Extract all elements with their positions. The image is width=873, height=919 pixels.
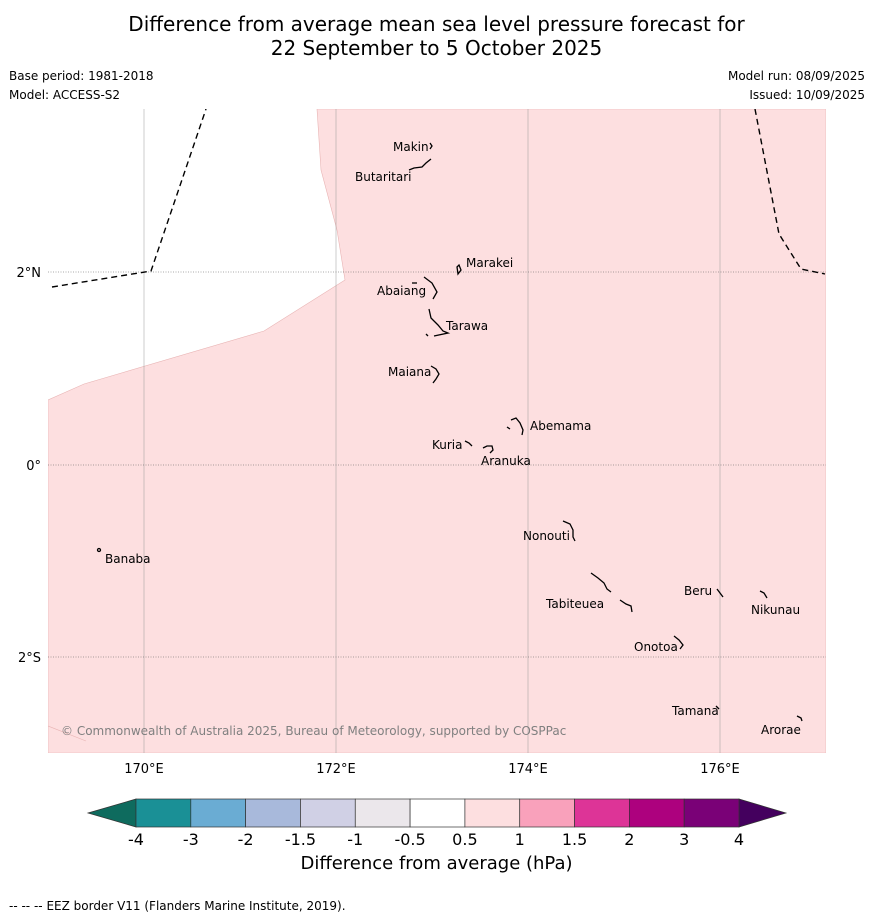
colorbar-tick-label: 1.5 (562, 830, 587, 849)
label-nikunau: Nikunau (751, 603, 800, 617)
colorbar-tick-label: 3 (679, 830, 689, 849)
colorbar-segment (409, 798, 466, 828)
colorbar-segment (519, 798, 575, 828)
colorbar-tick-label: -1 (347, 830, 363, 849)
colorbar-segment (135, 798, 192, 828)
lat-label-equator: 0° (26, 459, 41, 474)
marakei-shape (456, 263, 462, 276)
lon-label-176: 176°E (700, 762, 740, 777)
tabiteuea-shape (590, 572, 612, 593)
eez-legend-text: EEZ border V11 (Flanders Marine Institut… (46, 899, 346, 913)
lon-label-172: 172°E (316, 762, 356, 777)
model-name: Model: ACCESS-S2 (9, 88, 121, 102)
kuria-shape (464, 440, 473, 447)
colorbar-segment (464, 798, 521, 828)
beru-shape (716, 588, 724, 598)
label-tamana: Tamana (671, 704, 719, 718)
tarawa-shape (428, 308, 451, 337)
onotoa-shape (673, 635, 684, 650)
meta-right: Model run: 08/09/2025 Issued: 10/09/2025 (728, 68, 865, 106)
label-aranuka: Aranuka (481, 454, 531, 468)
banaba-shape (96, 547, 102, 553)
tamana-shape (715, 705, 720, 710)
tarawa-islet (425, 333, 429, 337)
colorbar-tick-label: 4 (734, 830, 744, 849)
label-tabiteuea: Tabiteuea (545, 597, 604, 611)
axis-labels: 170°E 172°E 174°E 176°E 2°N 0° 2°S (17, 266, 740, 777)
title-line-1: Difference from average mean sea level p… (128, 12, 745, 36)
abemama-islet (506, 426, 511, 430)
label-arorae: Arorae (761, 723, 801, 737)
colorbar-segment (574, 798, 630, 828)
label-tarawa: Tarawa (445, 319, 488, 333)
colorbar-segments (135, 798, 740, 828)
colorbar-tick-label: -2 (238, 830, 254, 849)
lat-label-2n: 2°N (17, 266, 42, 281)
colorbar-segment (683, 798, 740, 828)
colorbar-segment (300, 798, 356, 828)
eez-legend: -- -- -- EEZ border V11 (Flanders Marine… (9, 899, 346, 913)
model-run: Model run: 08/09/2025 (727, 69, 865, 83)
eez-border-west (51, 109, 207, 288)
label-maiana: Maiana (388, 365, 431, 379)
label-butaritari: Butaritari (355, 170, 412, 184)
copyright-notice: © Commonwealth of Australia 2025, Bureau… (61, 724, 567, 738)
colorbar-under-arrow (86, 798, 137, 828)
label-kuria: Kuria (432, 438, 463, 452)
meta-left: Base period: 1981-2018 Model: ACCESS-S2 (9, 68, 154, 106)
colorbar-tick-label: 2 (624, 830, 634, 849)
colorbar-segment (629, 798, 685, 828)
colorbar-over-arrow (738, 798, 788, 828)
aranuka-shape (482, 445, 494, 454)
eez-borders (51, 109, 826, 288)
makin-shape (429, 142, 433, 150)
colorbar-tick-label: 1 (515, 830, 525, 849)
tabiteuea-south (619, 599, 633, 613)
lon-label-170: 170°E (124, 762, 164, 777)
island-shapes (96, 142, 803, 722)
colorbar-tick-labels: -4 -3 -2 -1.5 -1 -0.5 0.5 1 1.5 2 3 4 (128, 830, 744, 849)
colorbar-segment (245, 798, 301, 828)
maiana-shape (430, 365, 440, 384)
abemama-shape (510, 417, 524, 436)
abaiang-shape (423, 276, 438, 300)
nikunau-shape (759, 590, 768, 599)
eez-border-east (754, 109, 826, 275)
colorbar: -4 -3 -2 -1.5 -1 -0.5 0.5 1 1.5 2 3 4 (86, 798, 788, 849)
colorbar-tick-label: 0.5 (452, 830, 477, 849)
lat-label-2s: 2°S (18, 651, 41, 666)
island-labels: Makin Butaritari Marakei Abaiang Tarawa … (105, 140, 801, 737)
colorbar-label: Difference from average (hPa) (300, 853, 573, 874)
colorbar-tick-label: -4 (128, 830, 144, 849)
label-abemama: Abemama (530, 419, 591, 433)
label-onotoa: Onotoa (634, 640, 678, 654)
eez-legend-symbol: -- -- -- (9, 899, 43, 913)
colorbar-tick-label: -1.5 (285, 830, 316, 849)
colorbar-tick-label: -3 (183, 830, 199, 849)
anomaly-shading (48, 109, 826, 753)
map-title: Difference from average mean sea level p… (0, 12, 873, 60)
label-abaiang: Abaiang (377, 284, 426, 298)
label-nonouti: Nonouti (523, 529, 570, 543)
label-marakei: Marakei (466, 256, 513, 270)
colorbar-segment (354, 798, 411, 828)
graticule (48, 109, 826, 753)
label-banaba: Banaba (105, 552, 151, 566)
base-period: Base period: 1981-2018 (9, 69, 154, 83)
label-makin: Makin (393, 140, 429, 154)
colorbar-tick-label: -0.5 (394, 830, 425, 849)
colorbar-segment (190, 798, 246, 828)
label-beru: Beru (684, 584, 712, 598)
butaritari-shape (408, 158, 432, 171)
arorae-shape (796, 715, 803, 722)
nonouti-shape (562, 520, 576, 542)
issued-date: Issued: 10/09/2025 (749, 88, 865, 102)
title-line-2: 22 September to 5 October 2025 (270, 36, 603, 60)
lon-label-174: 174°E (508, 762, 548, 777)
